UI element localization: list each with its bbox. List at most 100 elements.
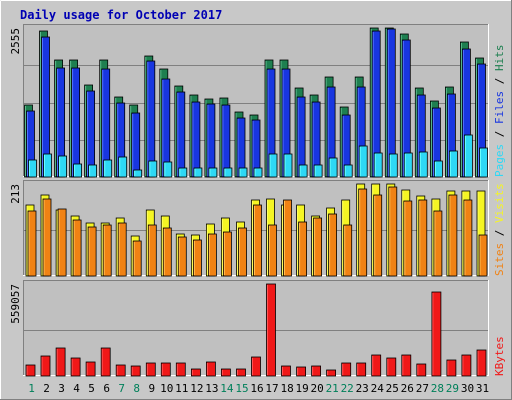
x-label-day: 31: [476, 382, 489, 395]
bar-pages-day-10: [163, 161, 173, 178]
bar-kbytes-day-7: [115, 364, 126, 377]
bar-kbytes-day-19: [296, 366, 307, 377]
x-label-day: 24: [371, 382, 385, 395]
bar-kbytes-day-5: [85, 361, 96, 377]
x-label-day: 9: [148, 382, 155, 395]
bar-kbytes-day-31: [476, 349, 487, 377]
bar-pages-day-19: [298, 164, 308, 178]
legend-pages: Pages: [493, 144, 506, 177]
panel-1: 2555 Pages / Files / Hits: [9, 24, 506, 178]
bar-sites-day-6: [102, 224, 112, 277]
bar-sites-day-7: [117, 222, 127, 277]
bar-sites-day-15: [238, 227, 247, 277]
bar-sites-day-25: [388, 186, 398, 277]
bar-sites-day-20: [313, 217, 323, 277]
bar-kbytes-day-2: [40, 355, 51, 377]
bar-sites-day-30: [463, 199, 473, 277]
bar-sites-day-4: [72, 219, 82, 277]
bar-pages-day-14: [223, 167, 233, 178]
legend-kbytes: KBytes: [493, 336, 506, 376]
bar-pages-day-25: [388, 153, 398, 178]
x-label-day: 14: [220, 382, 234, 395]
bar-pages-day-30: [463, 134, 473, 178]
bar-pages-day-5: [88, 164, 97, 178]
x-label-day: 13: [205, 382, 218, 395]
x-label-day: 28: [431, 382, 444, 395]
bar-kbytes-day-24: [371, 354, 382, 377]
bar-sites-day-13: [207, 233, 217, 277]
bar-pages-day-23: [358, 145, 368, 178]
panel-3: 559057 KBytes: [9, 280, 506, 377]
bar-pages-day-20: [313, 164, 323, 178]
y-axis-max-label: 2555: [9, 28, 22, 55]
x-label-day: 29: [446, 382, 459, 395]
x-label-day: 27: [416, 382, 429, 395]
bar-sites-day-24: [373, 194, 383, 277]
legend-hits: Hits: [493, 45, 506, 72]
bar-pages-day-26: [403, 152, 413, 178]
bar-sites-day-19: [298, 221, 308, 277]
bar-sites-day-8: [132, 240, 142, 277]
bar-kbytes-day-14: [220, 368, 231, 377]
x-label-day: 12: [190, 382, 203, 395]
x-label-day: 23: [356, 382, 369, 395]
bar-sites-day-10: [162, 227, 172, 277]
bar-pages-day-12: [193, 167, 203, 178]
x-label-day: 3: [58, 382, 65, 395]
bar-sites-day-16: [253, 204, 262, 277]
bar-kbytes-day-17: [266, 283, 276, 377]
legend-files: Files: [493, 91, 506, 124]
bar-sites-day-23: [358, 188, 368, 277]
x-label-day: 5: [88, 382, 95, 395]
bar-kbytes-day-16: [251, 356, 261, 377]
x-label-day: 7: [118, 382, 125, 395]
bar-pages-day-4: [73, 163, 82, 178]
legend-separator: /: [493, 71, 506, 91]
bar-pages-day-17: [268, 153, 278, 178]
bar-pages-day-18: [283, 153, 293, 178]
x-label-day: 6: [103, 382, 110, 395]
bar-kbytes-day-27: [416, 363, 427, 377]
bar-sites-day-27: [418, 199, 428, 277]
bar-pages-day-3: [58, 155, 67, 178]
bar-kbytes-day-30: [461, 354, 472, 377]
x-label-day: 15: [235, 382, 248, 395]
bar-kbytes-day-12: [190, 368, 201, 377]
y-axis-series-legend: Sites / Visits: [493, 183, 506, 276]
x-label-day: 25: [386, 382, 399, 395]
bar-pages-day-27: [418, 151, 428, 178]
bar-sites-day-22: [343, 224, 353, 277]
bar-sites-day-17: [268, 224, 277, 277]
x-label-day: 26: [401, 382, 414, 395]
bar-pages-day-1: [28, 159, 37, 178]
bar-pages-day-11: [178, 167, 188, 178]
y-axis-max-label: 213: [9, 184, 22, 204]
bar-kbytes-day-11: [175, 362, 186, 377]
x-label-day: 17: [265, 382, 278, 395]
y-axis-max-label: 559057: [9, 284, 22, 324]
bar-pages-day-16: [253, 167, 263, 178]
bar-kbytes-day-28: [431, 291, 442, 377]
bar-pages-day-2: [43, 153, 52, 178]
bar-sites-day-29: [448, 194, 458, 277]
x-label-day: 1: [28, 382, 35, 395]
bar-pages-day-15: [238, 167, 248, 178]
x-label-day: 19: [295, 382, 308, 395]
bar-pages-day-29: [448, 150, 458, 178]
bar-kbytes-day-9: [145, 362, 156, 377]
bar-pages-day-6: [103, 159, 113, 178]
bar-sites-day-5: [87, 226, 97, 277]
x-label-day: 11: [175, 382, 188, 395]
bar-sites-day-3: [57, 208, 67, 277]
bar-pages-day-13: [208, 167, 218, 178]
bar-pages-day-24: [373, 152, 383, 178]
bar-kbytes-day-6: [100, 347, 111, 377]
bar-kbytes-day-13: [205, 361, 216, 377]
bar-sites-day-2: [42, 198, 52, 277]
x-label-day: 2: [43, 382, 50, 395]
panel-2: 213 Sites / Visits: [9, 180, 506, 277]
bar-kbytes-day-3: [55, 347, 66, 377]
bar-kbytes-day-15: [236, 368, 246, 377]
bar-kbytes-day-26: [401, 354, 412, 377]
